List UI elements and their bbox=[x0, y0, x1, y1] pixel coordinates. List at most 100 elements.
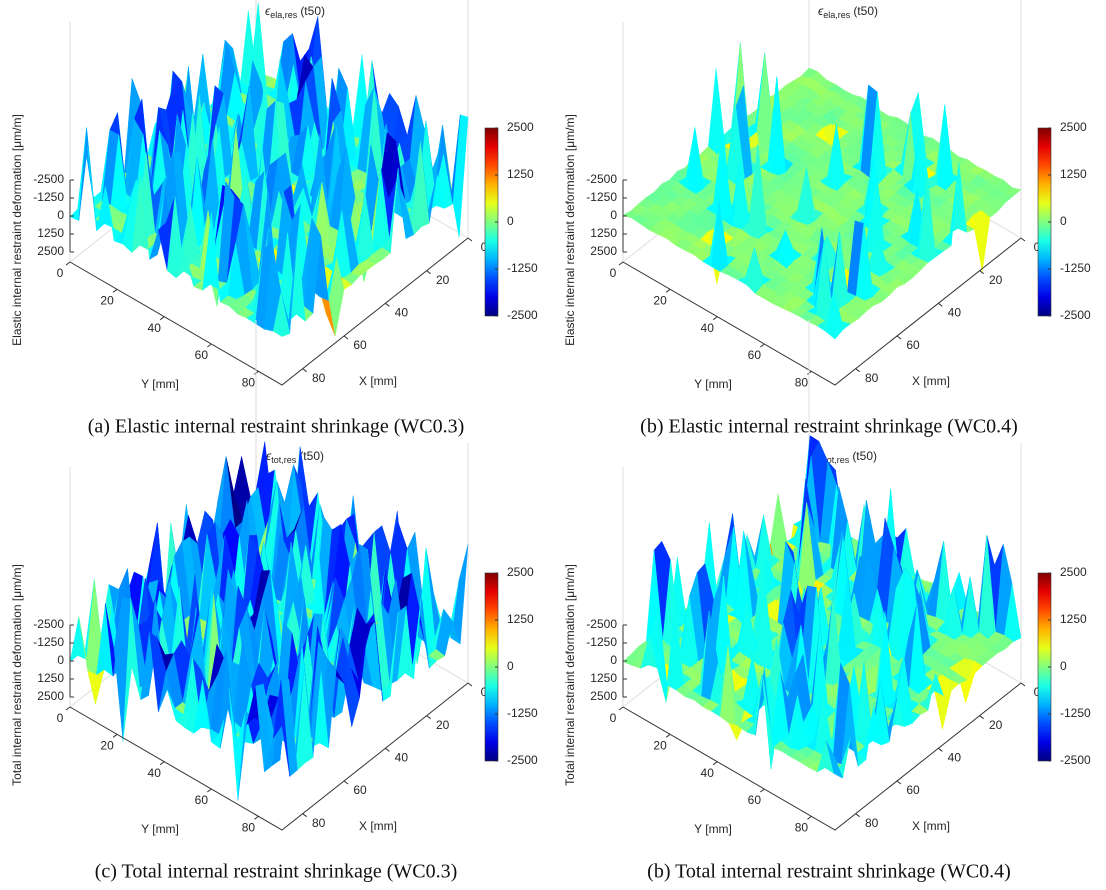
x-tick bbox=[426, 270, 431, 275]
title-suffix: (t50) bbox=[300, 4, 325, 18]
y-tick-label: 40 bbox=[148, 321, 162, 335]
y-axis-label: Y [mm] bbox=[141, 822, 179, 836]
y-tick bbox=[665, 288, 671, 293]
x-tick bbox=[302, 368, 307, 373]
surface-cell bbox=[825, 740, 844, 779]
title-symbol: ϵ bbox=[266, 449, 272, 463]
x-tick bbox=[385, 302, 390, 307]
x-tick-label: 20 bbox=[989, 273, 1003, 287]
x-tick-label: 40 bbox=[948, 306, 962, 320]
y-tick-label: 80 bbox=[242, 821, 256, 835]
y-tick-label: 20 bbox=[100, 294, 114, 308]
x-tick bbox=[1020, 237, 1026, 242]
x-tick-label: 20 bbox=[436, 273, 450, 287]
x-tick-label: 40 bbox=[395, 751, 409, 765]
title-subscript: ela,res bbox=[823, 10, 851, 20]
x-tick-label: 40 bbox=[948, 751, 962, 765]
title-suffix: (t50) bbox=[299, 449, 324, 463]
z-tick-label: -1250 bbox=[586, 635, 617, 649]
y-tick bbox=[65, 261, 71, 266]
colorbar-tick-label: 2500 bbox=[1060, 565, 1087, 579]
x-axis-label: X [mm] bbox=[912, 819, 950, 833]
y-tick-label: 80 bbox=[795, 821, 809, 835]
z-tick-label: 1250 bbox=[590, 671, 617, 685]
y-tick bbox=[207, 788, 212, 793]
title-subscript: ela,res bbox=[270, 10, 298, 20]
z-tick-label: -2500 bbox=[586, 617, 617, 631]
y-tick-label: 60 bbox=[748, 348, 762, 362]
surface-cell bbox=[934, 690, 952, 730]
x-tick bbox=[896, 335, 902, 340]
z-tick-label: 2500 bbox=[37, 689, 64, 703]
y-tick bbox=[807, 815, 812, 820]
z-tick-label: 0 bbox=[57, 208, 64, 222]
x-tick-label: 0 bbox=[1034, 240, 1041, 254]
colorbar-tick-label: 1250 bbox=[507, 167, 534, 181]
surface-cell bbox=[825, 290, 843, 340]
title-suffix: (t50) bbox=[853, 4, 878, 18]
y-tick-label: 0 bbox=[57, 266, 64, 280]
colorbar-tick-label: 1250 bbox=[1060, 167, 1087, 181]
colorbar-tick-label: -2500 bbox=[1060, 308, 1091, 322]
axis-box bbox=[69, 320, 469, 708]
y-tick bbox=[207, 343, 212, 348]
caption: (b) Total internal restraint shrinkage (… bbox=[647, 861, 1011, 883]
z-tick-label: 0 bbox=[610, 653, 617, 667]
x-tick bbox=[938, 747, 943, 752]
y-tick bbox=[159, 761, 165, 766]
title-subscript: tot,res bbox=[271, 455, 297, 465]
surface bbox=[622, 42, 1022, 340]
surface bbox=[69, 441, 469, 801]
y-tick bbox=[65, 706, 71, 711]
z-tick-label: 1250 bbox=[37, 226, 64, 240]
x-tick-label: 20 bbox=[989, 718, 1003, 732]
colorbar-tick-label: -1250 bbox=[507, 706, 538, 720]
y-tick-label: 60 bbox=[195, 793, 209, 807]
colorbar-tick-label: 0 bbox=[1060, 659, 1067, 673]
x-tick bbox=[938, 302, 943, 307]
colorbar-tick-label: -1250 bbox=[1060, 261, 1091, 275]
axis-line bbox=[622, 682, 1022, 831]
colorbar-tick-label: 1250 bbox=[507, 612, 534, 626]
z-tick-label: 2500 bbox=[590, 689, 617, 703]
x-tick bbox=[979, 270, 984, 275]
x-tick-label: 60 bbox=[906, 783, 920, 797]
y-tick-label: 0 bbox=[57, 711, 64, 725]
y-tick-label: 0 bbox=[610, 266, 617, 280]
z-axis-label: Elastic internal restraint deformation [… bbox=[10, 114, 24, 346]
axis-box bbox=[622, 320, 1022, 708]
z-tick-label: 0 bbox=[57, 653, 64, 667]
z-axis-label: Total internal restraint deformation [μm… bbox=[10, 564, 24, 786]
z-axis-label: Elastic internal restraint deformation [… bbox=[563, 114, 577, 346]
axis-line bbox=[69, 682, 469, 831]
x-tick bbox=[385, 747, 390, 752]
surface-cell bbox=[69, 616, 87, 663]
surface bbox=[622, 435, 1022, 779]
x-tick bbox=[1020, 682, 1026, 687]
caption: (b) Elastic internal restraint shrinkage… bbox=[640, 416, 1018, 438]
y-tick-label: 20 bbox=[653, 294, 667, 308]
x-tick-label: 80 bbox=[865, 371, 879, 385]
colorbar-tick-label: -1250 bbox=[1060, 706, 1091, 720]
x-tick-label: 80 bbox=[312, 816, 326, 830]
x-tick bbox=[302, 813, 307, 818]
x-tick bbox=[896, 780, 902, 785]
colorbar-tick-label: 1250 bbox=[1060, 612, 1087, 626]
y-tick bbox=[159, 316, 165, 321]
y-tick bbox=[112, 733, 118, 738]
x-tick bbox=[467, 682, 473, 687]
z-tick-label: 2500 bbox=[590, 244, 617, 258]
title-suffix: (t50) bbox=[852, 449, 877, 463]
surface-cell bbox=[87, 669, 105, 705]
colorbar-tick-label: -2500 bbox=[507, 753, 538, 767]
x-tick bbox=[979, 715, 984, 720]
panel: ϵela,res (t50) 0 20 40 60 80 0 20 40 60 80 Y [mm] X [… bbox=[563, 0, 1091, 438]
x-tick bbox=[343, 335, 349, 340]
x-tick-label: 60 bbox=[906, 338, 920, 352]
caption: (a) Elastic internal restraint shrinkage… bbox=[88, 416, 465, 438]
x-tick-label: 0 bbox=[1034, 685, 1041, 699]
y-tick-label: 40 bbox=[148, 766, 162, 780]
z-tick-label: -2500 bbox=[33, 617, 64, 631]
z-tick-label: 1250 bbox=[590, 226, 617, 240]
